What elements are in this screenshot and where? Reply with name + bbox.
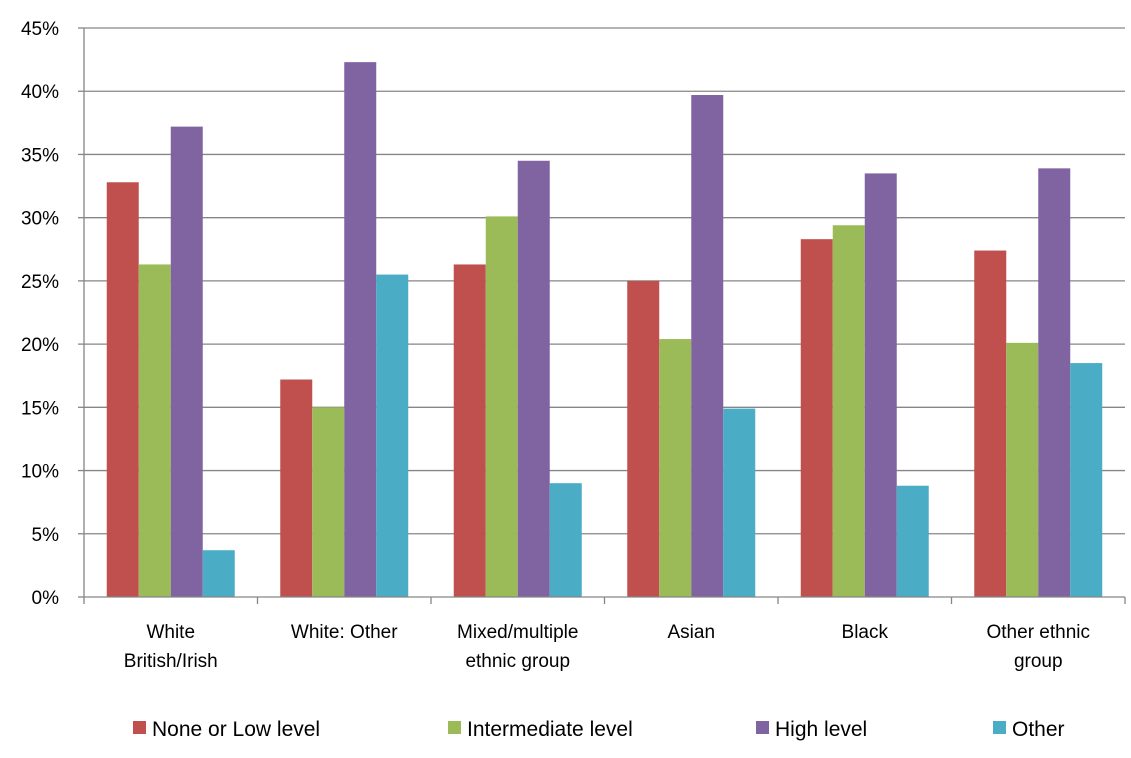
y-tick-label: 35%	[21, 145, 59, 166]
x-tick-label: White British/Irish	[124, 622, 218, 672]
bars	[106, 62, 1103, 598]
y-tick-label: 40%	[21, 82, 59, 103]
bar	[832, 225, 865, 597]
x-tick-label: Asian	[667, 622, 715, 643]
bar	[974, 250, 1007, 597]
bar	[376, 274, 409, 597]
bar	[106, 182, 139, 598]
bar	[453, 264, 486, 597]
x-tick-label: Black	[842, 622, 889, 643]
y-tick-label: 25%	[21, 272, 59, 293]
bar	[517, 160, 550, 597]
legend-label: None or Low level	[152, 718, 320, 741]
legend-swatch	[133, 721, 146, 734]
bar	[1006, 342, 1039, 597]
bar	[344, 62, 377, 597]
bar	[896, 485, 929, 597]
y-tick-label: 30%	[21, 209, 59, 230]
x-tick-label: Mixed/multiple ethnic group	[457, 622, 578, 672]
grid-lines	[84, 27, 1125, 535]
bar	[1070, 363, 1103, 597]
bar	[659, 339, 692, 597]
legend-item: Intermediate level	[448, 718, 633, 741]
bar	[485, 216, 518, 597]
bar	[691, 95, 724, 597]
legend-label: Intermediate level	[467, 718, 633, 741]
y-tick-label: 0%	[32, 588, 60, 609]
y-tick-label: 20%	[21, 335, 59, 356]
bar	[549, 483, 582, 597]
legend-swatch	[756, 721, 769, 734]
legend-label: Other	[1012, 718, 1065, 741]
y-tick-label: 15%	[21, 398, 59, 419]
x-tick-label: White: Other	[291, 622, 398, 643]
x-tick-label: Other ethnic group	[987, 622, 1091, 672]
bar	[138, 264, 171, 597]
y-tick-label: 10%	[21, 462, 59, 483]
legend: None or Low level Intermediate level High …	[133, 718, 1065, 741]
legend-item: High level	[756, 718, 867, 741]
bar	[627, 280, 660, 597]
x-axis-tick-labels: White British/Irish White: Other Mixed/mult…	[124, 622, 1090, 672]
bar	[312, 407, 345, 597]
legend-item: None or Low level	[133, 718, 320, 741]
legend-item: Other	[993, 718, 1065, 741]
bar	[800, 239, 833, 597]
bar	[723, 408, 756, 597]
legend-label: High level	[775, 718, 867, 741]
bar	[864, 173, 897, 597]
legend-swatch	[993, 721, 1006, 734]
bar	[280, 379, 313, 597]
y-tick-label: 45%	[21, 19, 59, 40]
bar	[202, 550, 235, 597]
legend-swatch	[448, 721, 461, 734]
axes	[78, 27, 1126, 604]
bar	[1038, 168, 1071, 597]
bar	[170, 126, 203, 598]
y-axis-tick-labels: 0% 5% 10% 15% 20% 25% 30% 35% 40% 45%	[21, 19, 59, 609]
y-tick-label: 5%	[32, 525, 60, 546]
